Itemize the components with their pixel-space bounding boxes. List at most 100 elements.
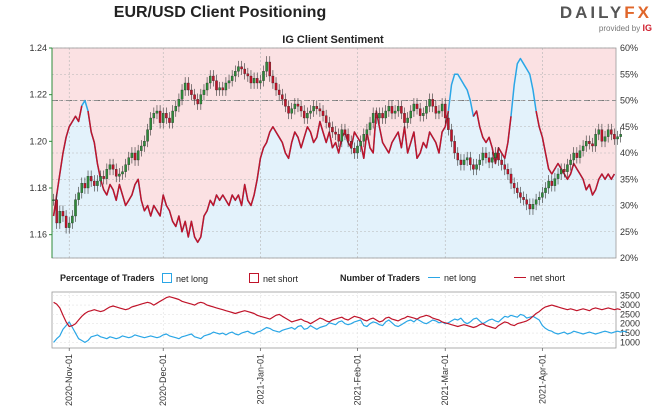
candle-body xyxy=(183,82,187,91)
candle-body xyxy=(544,187,547,193)
candle-body xyxy=(249,75,253,84)
traders-tick-label: 1000 xyxy=(620,337,640,347)
legend-number-title: Number of Traders xyxy=(340,273,421,283)
candle-body xyxy=(393,110,397,114)
candle-body xyxy=(328,122,331,128)
candle-body xyxy=(359,141,362,147)
candle-body xyxy=(118,173,121,177)
candle-body xyxy=(230,75,234,81)
candle-body xyxy=(136,150,140,161)
candle-body xyxy=(252,78,256,84)
candle-body xyxy=(309,110,312,114)
date-tick-label: 2021-Jan-01 xyxy=(255,354,265,405)
candle-body xyxy=(237,66,240,72)
candle-body xyxy=(512,183,516,189)
candle-body xyxy=(437,110,441,114)
candle-body xyxy=(475,164,478,170)
candle-body xyxy=(180,89,184,100)
price-tick-label: 1.24 xyxy=(29,43,47,53)
candle-body xyxy=(240,66,243,70)
percent-tick-label: 40% xyxy=(620,148,638,158)
candle-body xyxy=(368,122,372,130)
percent-tick-label: 20% xyxy=(620,253,638,263)
candle-body xyxy=(550,180,554,186)
candle-body xyxy=(161,113,165,123)
candle-body xyxy=(193,94,196,100)
candle-body xyxy=(412,103,416,112)
candle-body xyxy=(575,152,579,158)
candle-body xyxy=(284,99,287,107)
candle-body xyxy=(434,106,438,114)
candle-body xyxy=(324,115,328,123)
candle-body xyxy=(218,87,221,91)
legend-swatch-short-box xyxy=(249,273,259,283)
candle-body xyxy=(569,159,572,165)
candle-body xyxy=(331,127,334,133)
candle-body xyxy=(425,106,428,114)
candle-body xyxy=(318,108,322,112)
candle-body xyxy=(403,113,406,123)
traders-tick-label: 2000 xyxy=(620,319,640,329)
candle-body xyxy=(177,99,181,107)
candle-body xyxy=(221,87,225,91)
candle-body xyxy=(353,148,356,154)
legend-pct-short-label: net short xyxy=(263,274,299,284)
candle-body xyxy=(346,134,350,142)
candle-body xyxy=(375,113,378,119)
candle-body xyxy=(409,110,413,119)
percent-tick-label: 45% xyxy=(620,122,638,132)
candle-body xyxy=(255,78,259,84)
candle-body xyxy=(93,180,96,186)
candle-body xyxy=(478,159,481,165)
candle-body xyxy=(415,103,419,109)
candle-body xyxy=(500,159,503,165)
legend-num-short: net short xyxy=(514,273,565,283)
candle-body xyxy=(503,164,507,170)
candle-body xyxy=(528,204,532,210)
candle-body xyxy=(487,157,491,163)
legend-swatch-long-line xyxy=(428,277,440,278)
candle-body xyxy=(315,106,319,109)
candle-body xyxy=(472,164,475,170)
candle-body xyxy=(396,106,400,112)
candle-body xyxy=(67,222,71,228)
candle-body xyxy=(52,199,55,201)
candle-body xyxy=(133,152,137,161)
candle-body xyxy=(597,129,601,135)
candle-body xyxy=(566,164,569,172)
candle-body xyxy=(121,171,124,175)
price-tick-label: 1.22 xyxy=(29,90,47,100)
candle-body xyxy=(456,152,460,161)
candle-body xyxy=(74,199,77,217)
candle-body xyxy=(58,211,62,224)
candle-body xyxy=(299,106,303,112)
candle-body xyxy=(111,164,115,170)
candle-body xyxy=(547,180,550,189)
candle-body xyxy=(594,134,597,147)
candle-body xyxy=(99,176,102,182)
net-short-dominant-line xyxy=(52,105,616,244)
candle-body xyxy=(96,180,99,186)
candle-body xyxy=(312,106,315,112)
candle-body xyxy=(130,152,134,158)
candle-body xyxy=(600,129,604,142)
candle-body xyxy=(80,183,84,193)
legend-swatch-long-box xyxy=(162,273,172,283)
candle-body xyxy=(77,192,80,200)
candle-body xyxy=(563,169,566,172)
candle-body xyxy=(459,159,463,165)
candle-body xyxy=(447,117,450,130)
candle-body xyxy=(387,106,391,112)
candle-body xyxy=(215,80,218,91)
percent-tick-label: 25% xyxy=(620,227,638,237)
percent-tick-label: 55% xyxy=(620,69,638,79)
candle-body xyxy=(578,150,582,158)
candle-body xyxy=(559,169,563,175)
logo-provided-by: provided by IG xyxy=(560,23,652,33)
candle-body xyxy=(534,199,538,205)
candle-body xyxy=(494,152,497,158)
candle-body xyxy=(212,75,215,81)
candle-body xyxy=(343,129,347,135)
candle-body xyxy=(306,113,309,119)
candle-body xyxy=(365,129,369,135)
